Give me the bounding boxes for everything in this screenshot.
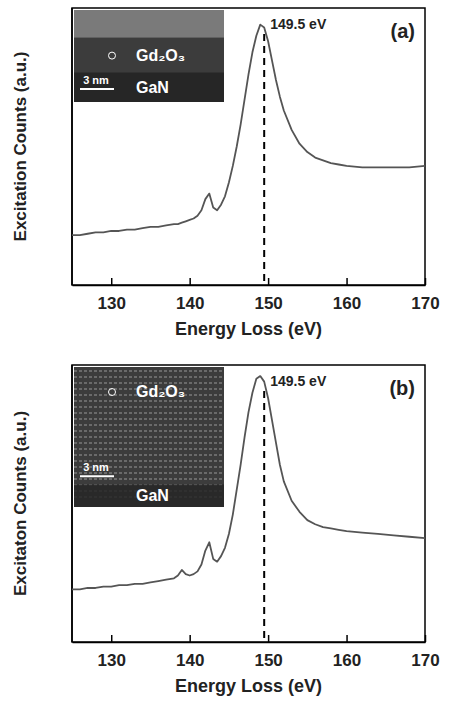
- inset-lattice: [74, 478, 224, 480]
- y-axis-title: Excitaton Counts (a.u.): [11, 411, 30, 596]
- plot-frame: [72, 365, 425, 642]
- inset-amorphous: [74, 10, 224, 38]
- panel-label: (b): [389, 377, 415, 399]
- x-tick: 140: [176, 278, 204, 313]
- scale-bar-label: 3 nm: [83, 74, 109, 86]
- inset-lattice: [74, 430, 224, 432]
- inset-lattice: [74, 376, 224, 378]
- x-tick-mark: [425, 278, 427, 285]
- inset-lattice: [74, 370, 224, 372]
- x-tick-label: 140: [176, 294, 204, 313]
- x-tick-label: 170: [411, 294, 439, 313]
- x-tick-mark: [346, 635, 348, 642]
- inset-lattice: [74, 424, 224, 426]
- x-tick: 150: [254, 278, 282, 313]
- inset-lattice: [74, 400, 224, 402]
- scale-bar-label: 3 nm: [83, 461, 109, 473]
- y-axis-title: Excitation Counts (a.u.): [11, 52, 30, 242]
- x-tick: 160: [333, 278, 361, 313]
- x-axis-line: [73, 642, 426, 644]
- inset-lattice: [74, 448, 224, 450]
- inset-substrate: [74, 73, 224, 102]
- inset-lattice: [74, 412, 224, 414]
- inset-marker: [109, 52, 116, 59]
- x-axis-title: Energy Loss (eV): [175, 676, 322, 696]
- x-tick-label: 130: [98, 651, 126, 670]
- y-axis-line: [71, 365, 73, 642]
- x-tick-mark: [425, 635, 427, 642]
- inset-lattice: [74, 436, 224, 438]
- inset-label: GaN: [136, 79, 169, 96]
- inset: Gd₂O₃ GaN 3 nm: [74, 10, 224, 102]
- x-axis-title: Energy Loss (eV): [175, 319, 322, 339]
- plot-frame: [72, 8, 425, 285]
- y-axis-line: [71, 8, 73, 285]
- inset-lattice: [74, 442, 224, 444]
- scale-bar: [80, 475, 114, 477]
- x-tick-mark: [111, 278, 113, 285]
- x-tick: 170: [411, 278, 439, 313]
- panel: 130 140 150 160 170 Energy Loss (eV) Excitatio…: [11, 8, 440, 339]
- x-axis: 130 140 150 160 170: [73, 635, 440, 670]
- annotation-label: 149.5 eV: [270, 16, 327, 32]
- inset-lattice: [74, 418, 224, 420]
- panel: 130 140 150 160 170 Energy Loss (eV) Excitaton…: [11, 365, 440, 696]
- x-tick: 150: [254, 635, 282, 670]
- figure: 130 140 150 160 170 Energy Loss (eV) Excitatio…: [0, 0, 451, 709]
- x-tick-label: 140: [176, 651, 204, 670]
- x-tick: 140: [176, 635, 204, 670]
- inset-label: Gd₂O₃: [136, 383, 185, 400]
- inset-label: GaN: [136, 487, 169, 504]
- x-tick-label: 160: [333, 294, 361, 313]
- annotation-label: 149.5 eV: [270, 373, 327, 389]
- x-tick-mark: [189, 278, 191, 285]
- inset-lattice: [74, 406, 224, 408]
- inset-marker: [109, 389, 116, 396]
- inset-lattice: [74, 454, 224, 456]
- x-tick-label: 150: [254, 294, 282, 313]
- inset-background: [74, 367, 224, 507]
- x-axis: 130 140 150 160 170: [73, 278, 440, 313]
- annotation-line: [263, 34, 265, 285]
- scale-bar: [80, 88, 114, 90]
- x-tick: 130: [98, 278, 126, 313]
- x-tick: 130: [98, 635, 126, 670]
- inset-label: Gd₂O₃: [136, 47, 185, 64]
- x-tick: 170: [411, 635, 439, 670]
- x-tick-label: 130: [98, 294, 126, 313]
- x-tick-mark: [268, 635, 270, 642]
- annotation-line: [263, 391, 265, 642]
- panel-label: (a): [391, 20, 415, 42]
- inset-background: [74, 10, 224, 102]
- x-tick-mark: [346, 278, 348, 285]
- x-tick-mark: [268, 278, 270, 285]
- inset: Gd₂O₃ GaN 3 nm: [74, 367, 224, 507]
- x-axis-line: [73, 285, 426, 287]
- x-tick-label: 160: [333, 651, 361, 670]
- x-tick: 160: [333, 635, 361, 670]
- inset-substrate: [74, 485, 224, 507]
- x-tick-label: 170: [411, 651, 439, 670]
- x-tick-mark: [189, 635, 191, 642]
- x-tick-mark: [111, 635, 113, 642]
- x-tick-label: 150: [254, 651, 282, 670]
